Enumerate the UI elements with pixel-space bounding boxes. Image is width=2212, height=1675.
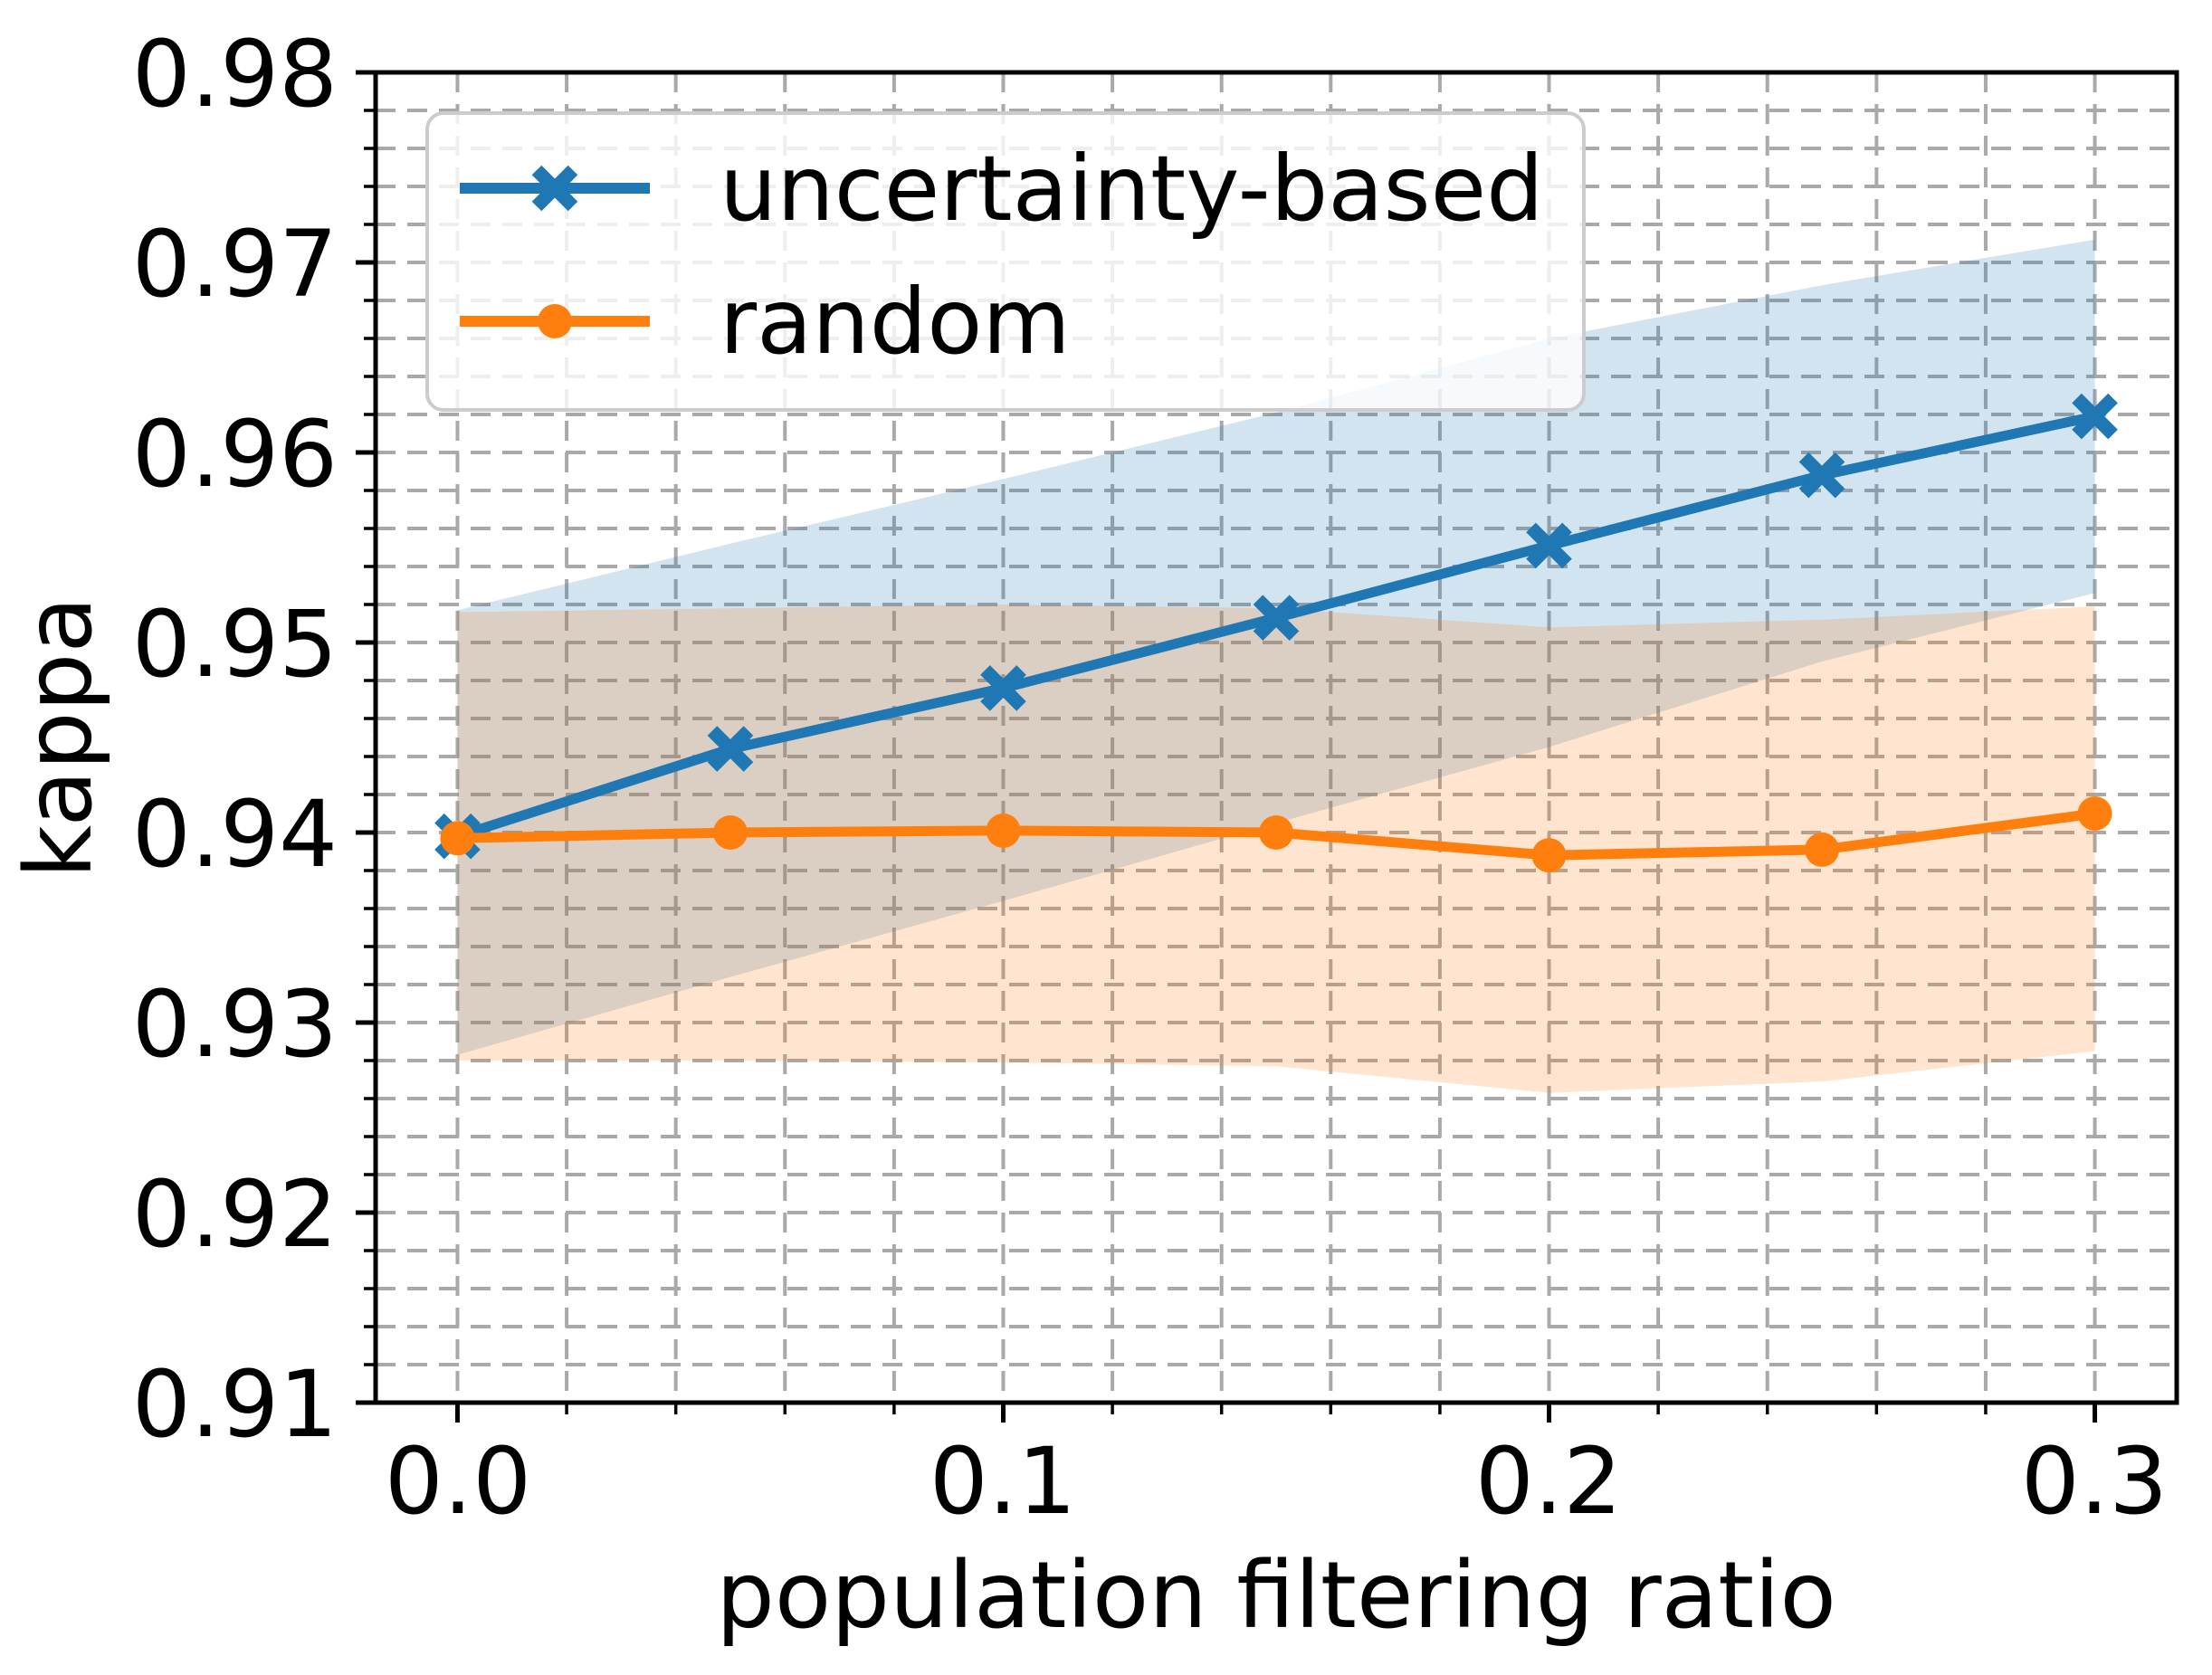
y-tick-label: 0.91 <box>132 1351 338 1459</box>
x-tick-label: 0.1 <box>930 1428 1076 1536</box>
x-tick-label: 0.0 <box>385 1428 531 1536</box>
y-tick-label: 0.98 <box>132 21 338 128</box>
y-tick-label: 0.93 <box>132 971 338 1079</box>
x-tick-label: 0.3 <box>2021 1428 2168 1536</box>
x-tick-label: 0.2 <box>1475 1428 1622 1536</box>
axes-and-ticks <box>356 70 2179 1423</box>
legend: uncertainty-based random <box>425 111 1586 412</box>
x-axis-title: population filtering ratio <box>716 1542 1836 1650</box>
y-tick-label: 0.92 <box>132 1161 338 1269</box>
legend-box <box>425 111 1586 412</box>
y-tick-label: 0.94 <box>132 781 338 889</box>
legend-label-uncertainty-based: uncertainty-based <box>720 136 1544 242</box>
y-axis-title: kappa <box>5 596 113 879</box>
legend-label-random: random <box>720 269 1071 375</box>
y-tick-label: 0.97 <box>132 211 338 319</box>
legend-sample-lines <box>460 165 650 338</box>
y-tick-label: 0.95 <box>132 591 338 699</box>
data-series <box>434 393 2118 873</box>
y-tick-label: 0.96 <box>132 401 338 509</box>
